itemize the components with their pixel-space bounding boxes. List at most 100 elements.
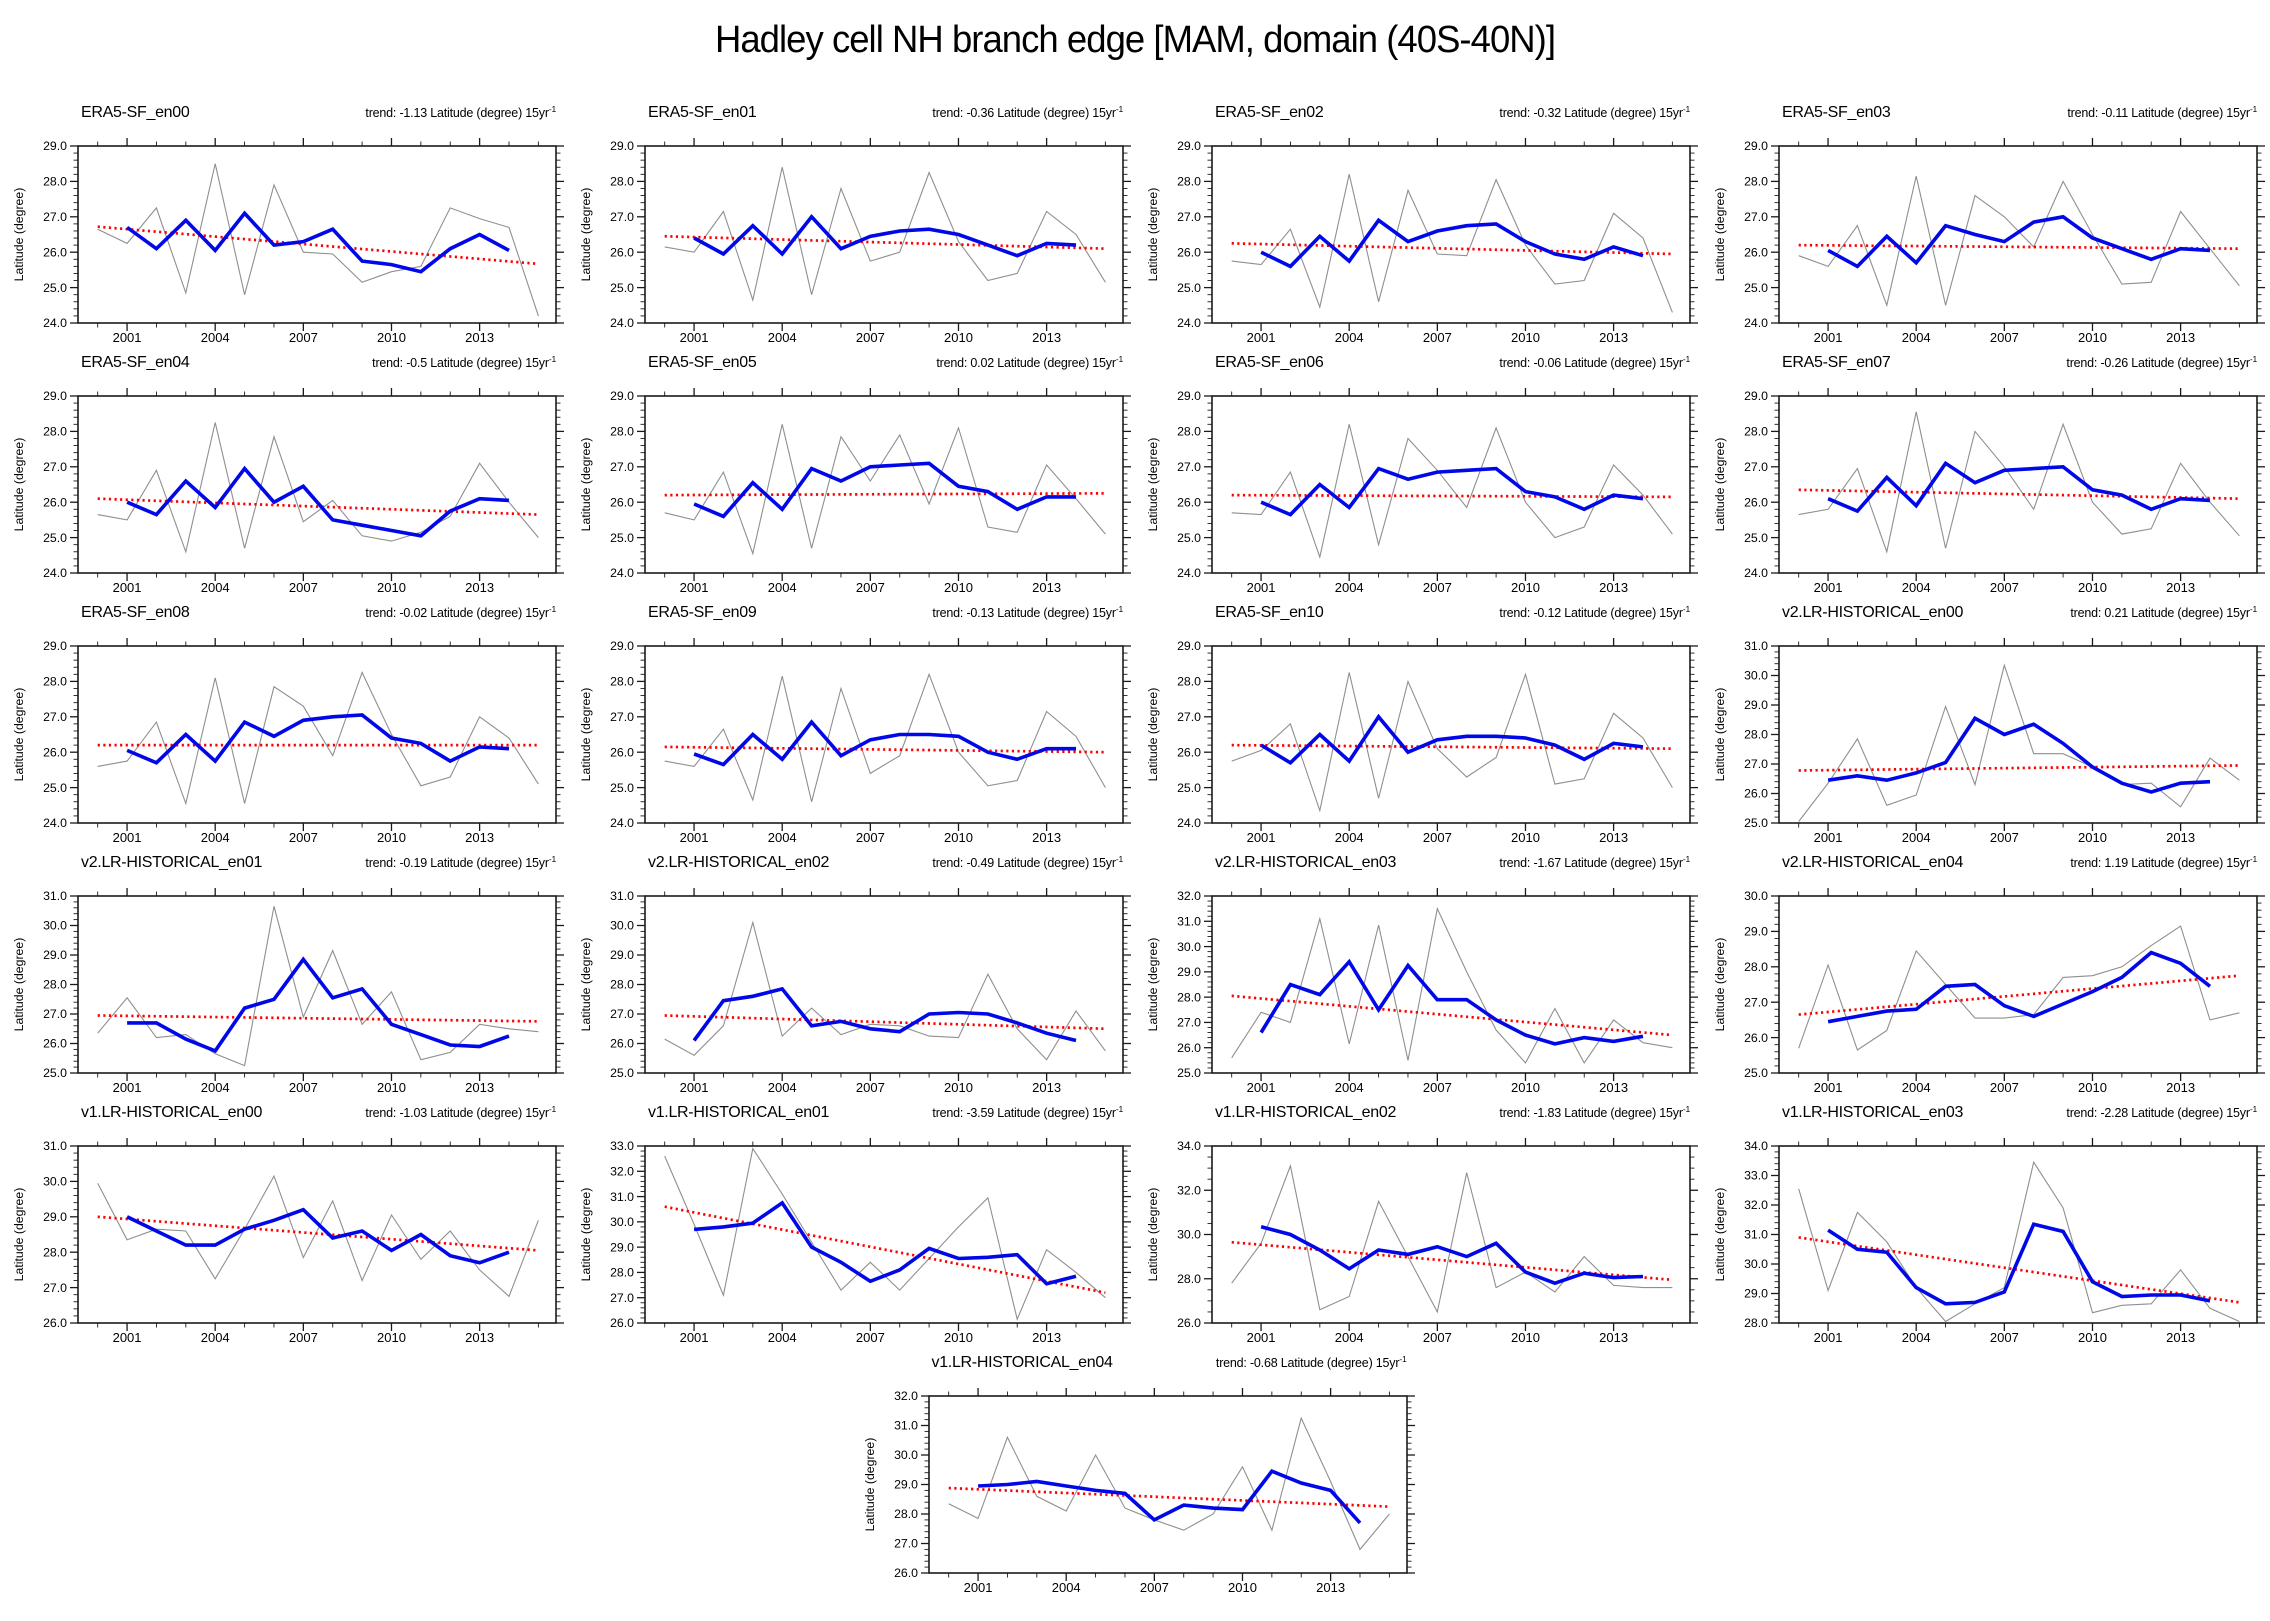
y-tick-label: 24.0 [43, 316, 67, 330]
x-tick-label: 2010 [377, 330, 406, 342]
y-tick-label: 26.0 [1744, 787, 1768, 801]
y-tick-label: 30.0 [43, 1175, 67, 1189]
panel-plot: 2001 2004 2007 2010 2013 24.0 25.0 26.0 27.0 28.0… [579, 138, 1131, 345]
x-tick-label: 2004 [201, 1080, 230, 1092]
panel-header: ERA5-SF_en10 trend: -0.12 Latitude (degre… [1135, 592, 1702, 622]
y-tick-label: 24.0 [1744, 316, 1768, 330]
x-tick-label: 2004 [201, 1330, 230, 1342]
x-tick-label: 2013 [1032, 1330, 1061, 1342]
y-tick-label: 25.0 [43, 781, 67, 795]
x-tick-label: 2007 [1423, 1330, 1452, 1342]
panel-row: v2.LR-HISTORICAL_en01 trend: -0.19 Latitu… [1, 842, 2269, 1095]
y-tick-label: 24.0 [610, 566, 634, 580]
panel-title: ERA5-SF_en08 [81, 604, 190, 621]
panel-title: v2.LR-HISTORICAL_en03 [1215, 854, 1397, 871]
smoothed-series-line [1260, 713, 1644, 766]
panel-trend-label: trend: 0.21 Latitude (degree) 15yr-1 [2070, 603, 2257, 620]
y-axis-label: Latitude (degree) [12, 688, 26, 782]
y-tick-label: 28.0 [1744, 175, 1768, 189]
x-tick-label: 2001 [1814, 580, 1843, 592]
y-tick-label: 28.0 [1177, 1272, 1201, 1286]
y-tick-label: 27.0 [610, 710, 634, 724]
panel-plot: 2001 2004 2007 2010 2013 25.0 26.0 27.0 28.0 29.0… [1146, 888, 1698, 1095]
y-tick-label: 28.0 [1744, 1316, 1768, 1330]
y-tick-label: 26.0 [1744, 245, 1768, 259]
smoothed-series-line [1259, 958, 1644, 1046]
annual-series-line [1231, 1163, 1673, 1314]
annual-series-line [1798, 925, 2240, 1051]
annual-series-line [947, 1416, 1390, 1551]
panel-title: v1.LR-HISTORICAL_en03 [1782, 1104, 1964, 1121]
panel-header: v2.LR-HISTORICAL_en01 trend: -0.19 Latitu… [1, 842, 568, 872]
panel-plot: 2001 2004 2007 2010 2013 24.0 25.0 26.0 27.0 28.0… [1713, 388, 2265, 595]
x-tick-label: 2010 [944, 580, 973, 592]
annual-series-line [97, 1174, 539, 1298]
panel-title: v1.LR-HISTORICAL_en04 [931, 1354, 1113, 1371]
y-tick-label: 28.0 [43, 175, 67, 189]
x-tick-label: 2001 [680, 830, 709, 842]
panel-trend-label: trend: -1.67 Latitude (degree) 15yr-1 [1499, 853, 1690, 870]
x-tick-label: 2001 [1814, 1330, 1843, 1342]
y-tick-label: 30.0 [1744, 1257, 1768, 1271]
panel-title: ERA5-SF_en03 [1782, 104, 1891, 121]
y-axis-label: Latitude (degree) [579, 188, 593, 282]
x-tick-label: 2013 [2166, 580, 2195, 592]
trend-line [1798, 974, 2240, 1016]
chart-panel: v1.LR-HISTORICAL_en04 trend: -0.68 Latitu… [852, 1342, 1419, 1595]
y-tick-label: 26.0 [894, 1566, 918, 1580]
x-tick-label: 2004 [201, 330, 230, 342]
y-tick-label: 25.0 [43, 1066, 67, 1080]
panel-trend-label: trend: -0.06 Latitude (degree) 15yr-1 [1499, 353, 1690, 370]
y-tick-label: 25.0 [610, 1066, 634, 1080]
y-axis-label: Latitude (degree) [863, 1438, 877, 1532]
y-tick-label: 32.0 [1744, 1198, 1768, 1212]
x-tick-label: 2001 [1247, 830, 1276, 842]
x-tick-label: 2010 [1511, 1080, 1540, 1092]
annual-series-line [97, 163, 539, 317]
trend-line [1231, 994, 1673, 1037]
x-tick-label: 2001 [680, 330, 709, 342]
panel-header: ERA5-SF_en04 trend: -0.5 Latitude (degree… [1, 342, 568, 372]
x-tick-label: 2007 [1990, 330, 2019, 342]
chart-panel: v1.LR-HISTORICAL_en02 trend: -1.83 Latitu… [1135, 1092, 1702, 1345]
y-tick-label: 34.0 [1177, 1139, 1201, 1153]
x-tick-label: 2007 [856, 1080, 885, 1092]
y-tick-label: 25.0 [43, 531, 67, 545]
panel-title: v2.LR-HISTORICAL_en02 [648, 854, 830, 871]
y-tick-label: 29.0 [1177, 389, 1201, 403]
panel-row: v1.LR-HISTORICAL_en04 trend: -0.68 Latitu… [1, 1342, 2269, 1595]
panel-title: ERA5-SF_en06 [1215, 354, 1324, 371]
x-tick-label: 2007 [1423, 830, 1452, 842]
y-tick-label: 25.0 [1177, 781, 1201, 795]
x-tick-label: 2004 [1902, 830, 1931, 842]
panel-title: ERA5-SF_en10 [1215, 604, 1324, 621]
panel-trend-label: trend: -0.13 Latitude (degree) 15yr-1 [932, 603, 1123, 620]
chart-panel: v2.LR-HISTORICAL_en03 trend: -1.67 Latitu… [1135, 842, 1702, 1095]
x-tick-label: 2013 [465, 830, 494, 842]
trend-line [1798, 1236, 2240, 1304]
y-tick-label: 29.0 [1744, 698, 1768, 712]
y-tick-label: 26.0 [43, 1316, 67, 1330]
panel-title: ERA5-SF_en04 [81, 354, 190, 371]
x-tick-label: 2013 [1599, 1330, 1628, 1342]
chart-panel: v2.LR-HISTORICAL_en04 trend: 1.19 Latitud… [1702, 842, 2269, 1095]
panel-header: ERA5-SF_en01 trend: -0.36 Latitude (degre… [568, 92, 1135, 122]
panel-trend-label: trend: -0.26 Latitude (degree) 15yr-1 [2066, 353, 2257, 370]
panel-header: ERA5-SF_en06 trend: -0.06 Latitude (degre… [1135, 342, 1702, 372]
x-tick-label: 2013 [1032, 1080, 1061, 1092]
y-tick-label: 25.0 [1744, 531, 1768, 545]
y-tick-label: 27.0 [43, 1007, 67, 1021]
y-tick-label: 30.0 [610, 919, 634, 933]
y-tick-label: 29.0 [610, 139, 634, 153]
x-tick-label: 2001 [1247, 330, 1276, 342]
smoothed-series-line [693, 1200, 1077, 1286]
x-tick-label: 2001 [680, 580, 709, 592]
annual-series-line [664, 167, 1106, 303]
panel-title: v1.LR-HISTORICAL_en02 [1215, 1104, 1397, 1121]
x-tick-label: 2001 [1814, 1080, 1843, 1092]
y-tick-label: 32.0 [1177, 1183, 1201, 1197]
y-tick-label: 25.0 [1744, 281, 1768, 295]
y-tick-label: 29.0 [43, 948, 67, 962]
panel-header: v1.LR-HISTORICAL_en02 trend: -1.83 Latitu… [1135, 1092, 1702, 1122]
panel-title: ERA5-SF_en09 [648, 604, 757, 621]
